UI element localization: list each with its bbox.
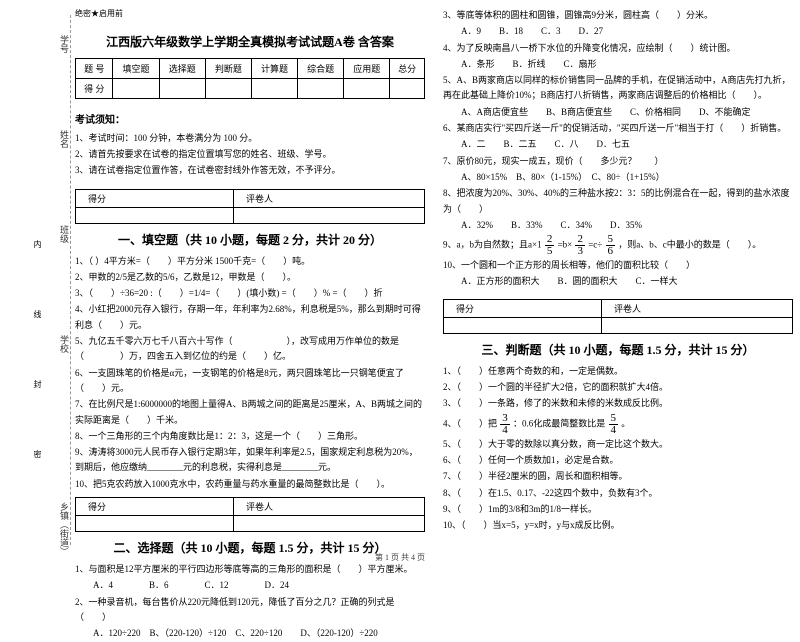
score-h2: 选择题 (159, 59, 205, 79)
q2-5b: A、A商店便宜些 B、B商店便宜些 C、价格相同 D、不能确定 (443, 105, 793, 120)
q2-8b: A．32% B．33% C．34% D．35% (443, 218, 793, 233)
grader-table-1: 得分评卷人 (75, 189, 425, 224)
page-footer: 第 1 页 共 4 页 (0, 552, 800, 563)
notice-1: 1、考试时间：100 分钟，本卷满分为 100 分。 (75, 130, 425, 146)
left-column: 绝密★启用前 江西版六年级数学上学期全真模拟考试试题A卷 含答案 题 号 填空题… (75, 8, 425, 553)
pf-c1: 得分 (76, 189, 234, 207)
seal-label-1: 内 (32, 240, 43, 248)
score-h0: 题 号 (76, 59, 113, 79)
q3-7: 7、（ ）半径2厘米的圆，周长和面积相等。 (443, 469, 793, 484)
confidential-mark: 绝密★启用前 (75, 8, 425, 19)
q2-9: 9、a，b为自然数；且a×1 25 =b× 23 =c÷ 56 ，则a、b、c中… (443, 234, 793, 257)
q1-5: 5、九亿五千零六万七千八百六十写作（ ），改写成用万作单位的数是（ ）万，四舍五… (75, 334, 425, 365)
fold-line (70, 15, 71, 545)
q2-2b: A．120÷220 B、（220-120）÷120 C、220÷120 D、（2… (75, 626, 425, 641)
q2-7b: A、80×15% B、80×（1-15%） C、80÷（1+15%） (443, 170, 793, 185)
score-h1: 填空题 (113, 59, 159, 79)
q2-4b: A．条形 B．折线 C．扇形 (443, 57, 793, 72)
section-3-title: 三、判断题（共 10 小题，每题 1.5 分，共计 15 分） (443, 341, 793, 358)
q1-1: 1、（ ）4平方米=（ ）平方分米 1500千克=（ ）吨。 (75, 254, 425, 269)
score-h4: 计算题 (251, 59, 297, 79)
notice-title: 考试须知： (75, 111, 425, 126)
notice-2: 2、请首先按要求在试卷的指定位置填写您的姓名、班级、学号。 (75, 146, 425, 162)
q3-9: 9、（ ）1m的3/8和3m的1/8一样长。 (443, 502, 793, 517)
score-table: 题 号 填空题 选择题 判断题 计算题 综合题 应用题 总分 得 分 (75, 58, 425, 99)
q2-1b: A．4 B．6 C．12 D．24 (75, 578, 425, 593)
q2-1: 1、与面积是12平方厘米的平行四边形等底等高的三角形的面积是（ ）平方厘米。 (75, 562, 425, 577)
q1-4: 4、小红把2000元存入银行，存期一年，年利率为2.68%，利息税是5%，那么到… (75, 302, 425, 333)
grader-table-2: 得分评卷人 (75, 497, 425, 532)
exam-title: 江西版六年级数学上学期全真模拟考试试题A卷 含答案 (75, 33, 425, 50)
q2-6b: A．二 B．二五 C．八 D．七五 (443, 137, 793, 152)
q2-8: 8、把浓度为20%、30%、40%的三种盐水按2：3：5的比例混合在一起，得到的… (443, 186, 793, 217)
exam-page: 绝密★启用前 江西版六年级数学上学期全真模拟考试试题A卷 含答案 题 号 填空题… (75, 8, 795, 553)
score-h6: 应用题 (344, 59, 390, 79)
pf-c2: 评卷人 (233, 189, 424, 207)
seal-label-2: 线 (32, 310, 43, 318)
q2-10b: A．正方形的面积大 B．圆的面积大 C．一样大 (443, 274, 793, 289)
q2-7: 7、原价80元，现实一成五，现价（ 多少元？ ） (443, 154, 793, 169)
seal-label-3: 封 (32, 380, 43, 388)
q1-2: 2、甲数的2/5是乙数的5/6，乙数是12，甲数是（ ）。 (75, 270, 425, 285)
notice-3: 3、请在试卷指定位置作答，在试卷密封线外作答无效，不予评分。 (75, 162, 425, 178)
seal-label-4: 密 (32, 450, 43, 458)
q3-2: 2、（ ）一个圆的半径扩大2倍，它的面积就扩大4倍。 (443, 380, 793, 395)
q2-3b: A．9 B．18 C．3 D．27 (443, 24, 793, 39)
q1-9: 9、涛涛将3000元人民币存入银行定期3年，如果年利率是2.5，国家规定利息税为… (75, 445, 425, 476)
q1-3: 3、（ ）÷36=20 :（ ）=1/4=（ ）(填小数) =（ ）% =（ ）… (75, 286, 425, 301)
q3-1: 1、（ ）任意两个奇数的和，一定是偶数。 (443, 364, 793, 379)
q2-6: 6、某商店实行"买四斤送一斤"的促销活动，"买四斤送一斤"相当于打（ ）折销售。 (443, 121, 793, 136)
q2-4: 4、为了反映南昌八一桥下水位的升降变化情况，应绘制（ ）统计图。 (443, 41, 793, 56)
right-column: 3、等底等体积的圆柱和圆锥，圆锥高9分米，圆柱高（ ）分米。 A．9 B．18 … (443, 8, 793, 553)
q3-6: 6、（ ）任何一个质数加1，必定是合数。 (443, 453, 793, 468)
q1-10: 10、把5克农药放入1000克水中，农药重量与药水重量的最简整数比是（ ）。 (75, 477, 425, 492)
section-1-title: 一、填空题（共 10 小题，每题 2 分，共计 20 分） (75, 231, 425, 248)
q1-6: 6、一支圆珠笔的价格是α元，一支钢笔的价格是8元，两只圆珠笔比一只钢笔便宜了（ … (75, 366, 425, 397)
score-blank (113, 79, 159, 99)
score-h3: 判断题 (205, 59, 251, 79)
notice-body: 1、考试时间：100 分钟，本卷满分为 100 分。 2、请首先按要求在试卷的指… (75, 130, 425, 179)
q2-5: 5、A、B两家商店以同样的标价销售同一品牌的手机，在促销活动中，A商店先打九折，… (443, 73, 793, 104)
q3-5: 5、（ ）大于零的数除以真分数，商一定比这个数大。 (443, 437, 793, 452)
score-row2-label: 得 分 (76, 79, 113, 99)
q2-3: 3、等底等体积的圆柱和圆锥，圆锥高9分米，圆柱高（ ）分米。 (443, 8, 793, 23)
score-h7: 总分 (390, 59, 425, 79)
q3-10: 10、（ ）当x=5，y=x时，y与x成反比例。 (443, 518, 793, 533)
q2-2: 2、一种录音机，每台售价从220元降低到120元，降低了百分之几？正确的列式是（… (75, 595, 425, 626)
q2-10: 10、一个圆和一个正方形的周长相等，他们的面积比较（ ） (443, 258, 793, 273)
q1-7: 7、在比例尺是1:6000000的地图上量得A、B两城之间的距离是25厘米，A、… (75, 397, 425, 428)
q3-8: 8、（ ）在1.5、0.17、-22这四个数中，负数有3个。 (443, 486, 793, 501)
score-h5: 综合题 (298, 59, 344, 79)
q3-4: 4、（ ）把 34 ：0.6化成最简整数比是 54 。 (443, 413, 793, 436)
fraction: 25 (545, 234, 555, 257)
q3-3: 3、（ ）一条路，修了的米数和未修的米数成反比例。 (443, 396, 793, 411)
grader-table-3: 得分评卷人 (443, 299, 793, 334)
q1-8: 8、一个三角形的三个内角度数比是1：2：3，这是一个（ ）三角形。 (75, 429, 425, 444)
